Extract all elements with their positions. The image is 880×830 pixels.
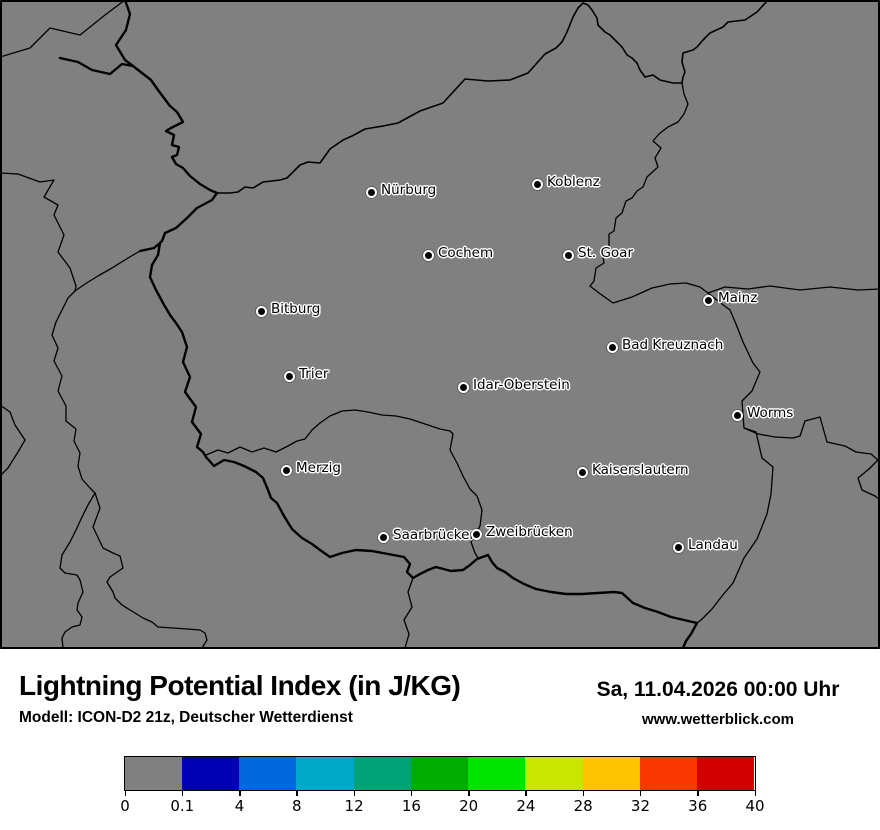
city-label: Nürburg: [381, 182, 437, 198]
city-label: Idar-Oberstein: [473, 377, 570, 393]
border-lines-svg: [0, 0, 880, 649]
city-label: Koblenz: [547, 174, 600, 190]
colorbar-tick-mark: [239, 791, 241, 796]
colorbar-tick-label: 0.1: [170, 797, 195, 815]
colorbar-segment: [239, 756, 297, 790]
city-marker-dot: [732, 410, 743, 421]
colorbar-tick-mark: [468, 791, 470, 796]
city-marker-dot: [458, 382, 469, 393]
colorbar-segment: [697, 756, 755, 790]
colorbar-tick-label: 24: [516, 797, 536, 815]
city-marker-dot: [673, 542, 684, 553]
city-marker-dot: [284, 371, 295, 382]
colorbar-tick-label: 16: [401, 797, 421, 815]
border-west-luxembourg: [51, 250, 141, 649]
city-marker-dot: [378, 532, 389, 543]
colorbar-tick-label: 12: [344, 797, 364, 815]
city-marker-dot: [532, 179, 543, 190]
border-ne-hesse: [681, 0, 769, 84]
city-marker-dot: [281, 465, 292, 476]
colorbar-segment: [296, 756, 354, 790]
colorbar-segment: [468, 756, 526, 790]
city-marker-dot: [366, 187, 377, 198]
border-france-inner: [92, 492, 208, 649]
city-label: Trier: [299, 366, 329, 382]
colorbar-segment: [124, 756, 182, 790]
colorbar-tick-label: 0: [120, 797, 130, 815]
border-main-east: [707, 285, 880, 294]
city-label: Worms: [747, 405, 794, 421]
colorbar-tick-label: 32: [630, 797, 650, 815]
colorbar-tick-label: 40: [745, 797, 765, 815]
city-label: Kaiserslautern: [592, 462, 689, 478]
colorbar-segment: [410, 756, 469, 790]
colorbar-tick-mark: [639, 791, 642, 796]
city-marker-dot: [256, 306, 267, 317]
border-nw-thin: [0, 0, 126, 58]
colorbar-legend: [123, 755, 756, 791]
border-belgium-inner: [0, 172, 77, 292]
colorbar-tick-label: 4: [234, 797, 245, 815]
city-label: Bitburg: [271, 301, 321, 317]
colorbar-tick-label: 20: [459, 797, 479, 815]
colorbar-tick-label: 28: [573, 797, 593, 815]
map-frame: [0, 0, 880, 649]
colorbar-tick-mark: [181, 791, 184, 796]
city-label: Saarbrücken: [393, 527, 478, 543]
border-france-germany: [212, 458, 699, 649]
city-marker-dot: [423, 250, 434, 261]
border-saarland: [205, 409, 483, 559]
city-label: Zweibrücken: [486, 524, 573, 540]
border-rhine-gorge: [589, 82, 689, 287]
colorbar-tick-mark: [754, 791, 756, 796]
border-saargemuend: [403, 577, 414, 649]
colorbar-tick-mark: [124, 791, 126, 796]
colorbar-tick-mark: [296, 791, 298, 796]
city-label: Mainz: [718, 290, 758, 306]
colorbar-segment: [181, 756, 240, 790]
colorbar-segment: [639, 756, 698, 790]
city-marker-dot: [471, 529, 482, 540]
city-marker-dot: [607, 342, 618, 353]
city-marker-dot: [577, 467, 588, 478]
border-left-arc: [0, 404, 26, 477]
city-layer: Nürburg Koblenz Cochem St. Goar Bitburg Mainz…: [256, 174, 794, 553]
border-north-rlp: [216, 2, 683, 194]
city-marker-dot: [703, 295, 714, 306]
border-worms-meander: [743, 416, 880, 501]
border-rhine-south: [696, 292, 774, 624]
colorbar-tick-mark: [582, 791, 585, 796]
model-info: Modell: ICON-D2 21z, Deutscher Wetterdie…: [19, 709, 353, 726]
colorbar-tick-label: 36: [688, 797, 708, 815]
border-germany-luxembourg: [148, 241, 216, 468]
colorbar-tick-mark: [410, 791, 413, 796]
colorbar-segment: [353, 756, 411, 790]
border-belgium-germany: [114, 0, 219, 253]
city-label: Landau: [688, 537, 738, 553]
city-marker-dot: [563, 250, 574, 261]
colorbar-segment: [582, 756, 640, 790]
city-label: St. Goar: [578, 245, 633, 261]
border-spur: [58, 56, 135, 76]
website-url: www.wetterblick.com: [642, 711, 794, 728]
valid-datetime: Sa, 11.04.2026 00:00 Uhr: [596, 678, 840, 701]
border-rhine-bingen: [589, 282, 709, 304]
map-canvas: Nürburg Koblenz Cochem St. Goar Bitburg Mainz…: [0, 0, 880, 649]
page-title: Lightning Potential Index (in J/KG): [19, 670, 461, 701]
city-label: Merzig: [296, 460, 341, 476]
city-label: Bad Kreuznach: [622, 337, 724, 353]
colorbar-tick-mark: [353, 791, 356, 796]
colorbar-tick-mark: [525, 791, 527, 796]
colorbar-tick-mark: [697, 791, 699, 796]
colorbar-tick-label: 8: [292, 797, 302, 815]
colorbar-segment: [525, 756, 583, 790]
city-label: Cochem: [438, 245, 494, 261]
